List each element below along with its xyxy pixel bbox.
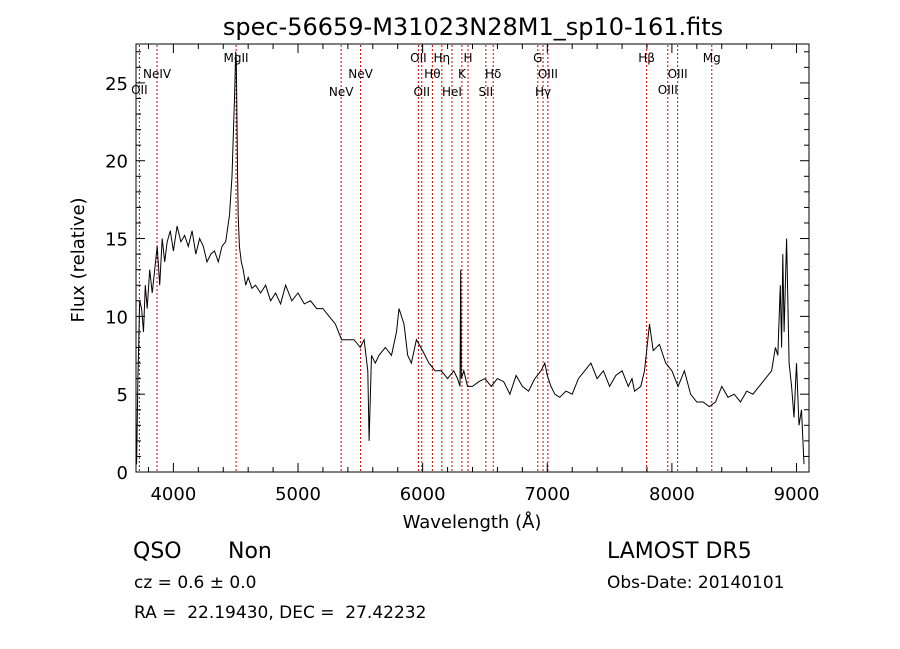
x-tick-label: 4000 [150, 484, 196, 505]
line-marker-label: OIII [668, 67, 688, 81]
y-axis-label: Flux (relative) [68, 197, 89, 322]
chart-title: spec-56659-M31023N28M1_sp10-161.fits [223, 13, 723, 41]
line-marker-label: Hγ [535, 85, 551, 99]
x-tick-label: 5000 [275, 484, 321, 505]
y-axis: 0 5 10 15 20 25 [105, 51, 809, 484]
spectrum-line [136, 51, 805, 465]
line-marker-label: OIII [538, 67, 558, 81]
survey-name: LAMOST DR5 [607, 539, 752, 564]
line-marker-label: SII [478, 85, 493, 99]
x-axis: 4000 5000 6000 7000 8000 9000 [147, 44, 820, 505]
y-tick-label: 0 [117, 463, 128, 484]
y-tick-label: 15 [105, 230, 128, 251]
x-axis-label: Wavelength (Å) [403, 511, 542, 533]
line-marker-label: H [463, 51, 472, 65]
y-tick-label: 10 [105, 307, 128, 328]
x-tick-label: 7000 [524, 484, 570, 505]
y-tick-label: 25 [105, 74, 128, 95]
redshift-cz: cz = 0.6 ± 0.0 [134, 573, 257, 593]
line-marker-label: OII [131, 83, 148, 97]
line-marker-label: OII [410, 51, 427, 65]
line-marker-label: Hη [434, 51, 451, 65]
y-tick-label: 5 [117, 385, 128, 406]
line-marker-label: Hθ [424, 67, 440, 81]
object-subclass: Non [228, 539, 272, 564]
x-tick-label: 8000 [649, 484, 695, 505]
x-tick-label: 9000 [774, 484, 820, 505]
line-marker-label: Mg [703, 51, 721, 65]
x-tick-label: 6000 [400, 484, 446, 505]
object-class: QSO [133, 539, 182, 564]
line-marker-label: K [458, 67, 467, 81]
line-marker-label: G [533, 51, 542, 65]
y-tick-label: 20 [105, 152, 128, 173]
line-marker-label: NeV [329, 85, 354, 99]
line-marker-label: NeV [348, 67, 373, 81]
line-marker-label: OIII [658, 83, 678, 97]
observation-date: Obs-Date: 20140101 [607, 573, 785, 593]
emission-line-markers [138, 45, 713, 471]
line-marker-label: Hδ [485, 67, 501, 81]
line-marker-label: HeI [442, 85, 462, 99]
line-marker-label: NeIV [143, 67, 172, 81]
emission-line-labels: OIINeIVMgIINeVNeVOIIOIIHθHηHeIKHSIIHδGHγ… [131, 51, 721, 99]
line-marker-label: OII [414, 85, 431, 99]
line-marker-label: Hβ [638, 51, 655, 65]
coordinates: RA = 22.19430, DEC = 27.42232 [134, 603, 427, 623]
